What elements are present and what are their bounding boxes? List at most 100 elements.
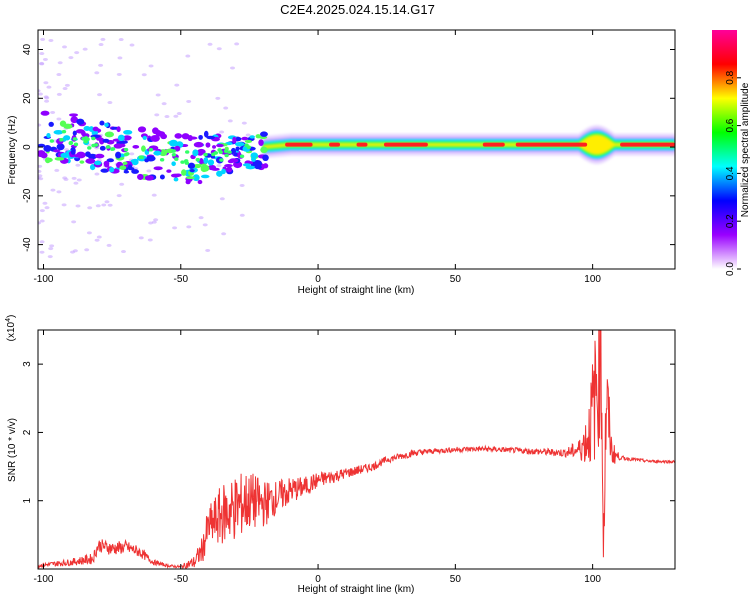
spectrogram-blob (174, 133, 183, 139)
spectrogram-y-tick-label: -20 (22, 188, 33, 203)
spectrogram-noise-point (94, 238, 100, 242)
snr-y-multiplier-base: (x10 (6, 321, 17, 341)
spectrogram-marks (38, 37, 675, 259)
spectrogram-noise-point (39, 61, 45, 65)
spectrogram-blob (132, 145, 140, 149)
spectrogram-x-tick-label: 0 (315, 274, 321, 285)
spectrogram-noise-point (72, 249, 78, 253)
spectrogram-blob-core (203, 152, 208, 157)
spectrogram-noise-point (62, 87, 68, 91)
spectrogram-noise-point (38, 89, 41, 93)
spectrogram-blob (85, 158, 96, 164)
snr-x-tick-label: 50 (450, 574, 462, 585)
snr-ticks: -100 -50 0 50 100 1 2 3 (22, 330, 675, 585)
spectrogram-peak-segment (383, 142, 428, 147)
spectrogram-noise-point (176, 112, 182, 116)
spectrogram-noise-point (148, 221, 154, 225)
spectrogram-noise-point (241, 121, 247, 125)
spectrogram-blob (40, 110, 50, 116)
colorbar-label: Normalized spectral amplitude (740, 82, 750, 217)
spectrogram-noise-point (42, 201, 48, 205)
spectrogram-noise-point (129, 152, 135, 156)
spectrogram-blob (200, 174, 210, 179)
spectrogram-noise-point (98, 43, 104, 47)
colorbar-tick-label: 0.6 (725, 118, 736, 132)
spectrogram-noise-point (38, 221, 42, 225)
spectrogram-noise-point (56, 190, 62, 194)
spectrogram-noise-point (86, 231, 92, 235)
spectrogram-noise-point (186, 225, 192, 229)
spectrogram-blob (153, 150, 162, 156)
spectrogram-blob (106, 158, 115, 163)
spectrogram-noise-point (172, 226, 178, 230)
spectrogram-noise-point (118, 38, 124, 42)
spectrogram-noise-point (121, 250, 127, 254)
snr-frame (37, 329, 676, 570)
spectrogram-blob-core (59, 138, 64, 142)
spectrogram-blob (155, 130, 166, 137)
spectrogram-panel: -100 -50 0 50 100 -40 -20 0 20 40 Height of strai… (7, 29, 676, 296)
spectrogram-blob (109, 166, 115, 173)
snr-y-multiplier: (x104) (5, 315, 17, 342)
spectrogram-ticks: -100 -50 0 50 100 -40 -20 0 20 40 (22, 30, 675, 285)
spectrogram-blob (69, 113, 79, 117)
spectrogram-blob-core (224, 153, 229, 158)
spectrogram-blob (137, 173, 144, 181)
spectrogram-blob-core (105, 145, 111, 149)
spectrogram-blob (131, 169, 140, 174)
spectrogram-blob (150, 134, 160, 142)
spectrogram-noise-point (151, 193, 157, 197)
spectrogram-blob (174, 145, 181, 152)
page-title: C2E4.2025.024.15.14.G17 (280, 2, 435, 17)
spectrogram-noise-point (64, 148, 70, 152)
spectrogram-noise-point (57, 61, 63, 65)
spectrogram-noise-point (227, 119, 233, 123)
spectrogram-blob (173, 177, 179, 182)
snr-x-tick-label: -50 (174, 574, 189, 585)
spectrogram-x-tick-label: -50 (174, 274, 189, 285)
spectrogram-noise-point (219, 197, 225, 201)
spectrogram-blob-core (138, 155, 143, 159)
spectrogram-noise-point (239, 213, 245, 217)
spectrogram-noise-point (94, 71, 100, 75)
spectrogram-noise-point (48, 247, 54, 251)
spectrogram-blob (192, 174, 200, 182)
spectrogram-y-tick-label: 20 (22, 92, 33, 104)
spectrogram-blob (189, 168, 195, 173)
spectrogram-blob (159, 174, 165, 180)
spectrogram-noise-point (186, 99, 192, 103)
colorbar-tick-label: 0.4 (725, 166, 736, 180)
spectrogram-band-layer (263, 134, 675, 155)
spectrogram-blob (188, 136, 198, 140)
spectrogram-blob (197, 152, 203, 156)
spectrogram-blob (56, 143, 65, 151)
spectrogram-blob (116, 126, 121, 133)
spectrogram-blob (198, 134, 203, 140)
spectrogram-blob (171, 161, 176, 167)
spectrogram-blob (170, 173, 180, 178)
spectrogram-noise-point (39, 52, 45, 56)
spectrogram-peak-segment (515, 142, 588, 147)
spectrogram-blob (260, 146, 268, 154)
colorbar-tick-label: 0.2 (725, 214, 736, 228)
spectrogram-noise-point (40, 37, 46, 41)
spectrogram-blob (53, 149, 61, 153)
spectrogram-noise-point (56, 117, 62, 121)
spectrogram-blob (224, 164, 233, 168)
colorbar-gradient (712, 30, 737, 269)
spectrogram-blob-core (195, 157, 200, 162)
spectrogram-noise-point (56, 92, 62, 96)
spectrogram-blob (123, 129, 133, 135)
spectrogram-noise-point (39, 240, 45, 244)
spectrogram-blob (122, 161, 128, 166)
spectrogram-blob (193, 164, 202, 169)
snr-x-axis-label: Height of straight line (km) (298, 584, 415, 595)
spectrogram-noise-point (63, 177, 69, 181)
spectrogram-blob (43, 145, 52, 152)
spectrogram-blob (123, 170, 130, 174)
spectrogram-noise-point (44, 96, 50, 100)
spectrogram-x-tick-label: 100 (584, 274, 601, 285)
spectrogram-y-axis-label: Frequency (Hz) (7, 116, 18, 185)
spectrogram-noise-point (141, 73, 147, 77)
spectrogram-blob-core (123, 152, 129, 157)
